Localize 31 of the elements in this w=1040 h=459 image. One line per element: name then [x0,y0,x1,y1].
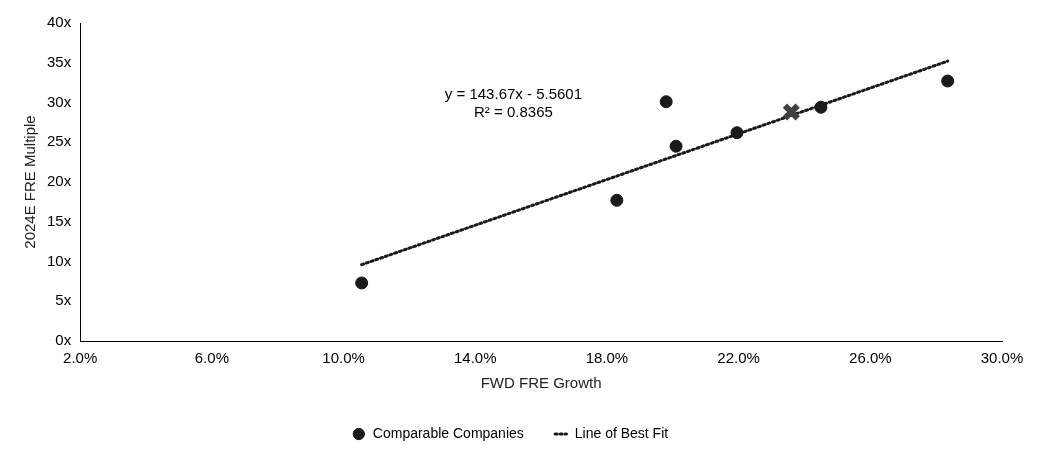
annotation: y = 143.67x - 5.5601 [444,85,583,103]
point [355,276,369,290]
y-axis-title: 2024E FRE Multiple [21,115,39,249]
x-tick-label: 22.0% [717,349,760,367]
y-tick-label: 15x [47,211,72,229]
x-tick-label: 30.0% [980,349,1024,367]
legend-label: Comparable Companies [372,424,524,441]
point [730,126,744,140]
y-tick-label: 0x [55,331,72,349]
x-tick-label: 10.0% [322,349,365,367]
point [610,193,624,207]
y-tick-label: 20x [47,172,72,190]
x-tick-label: 18.0% [585,349,629,367]
y-tick-label: 10x [47,251,72,269]
x-tick-label: 2.0% [63,349,98,367]
y-tick-label: 35x [47,52,72,70]
y-tick-label: 30x [47,92,72,110]
x-axis-title: FWD FRE Growth [480,374,602,392]
y-tick-label: 25x [47,132,72,150]
y-tick-label: 5x [55,291,72,309]
legend-label: Line of Best Fit [574,424,669,441]
point [781,102,801,122]
x-tick-label: 26.0% [849,349,892,367]
point [941,74,955,88]
x-tick-label: 14.0% [453,349,497,367]
point [659,95,673,109]
annotation: R² = 0.8365 [474,103,553,121]
point [669,139,683,153]
y-tick-label: 40x [47,13,72,31]
point [814,100,828,114]
x-tick-label: 6.0% [194,349,229,367]
